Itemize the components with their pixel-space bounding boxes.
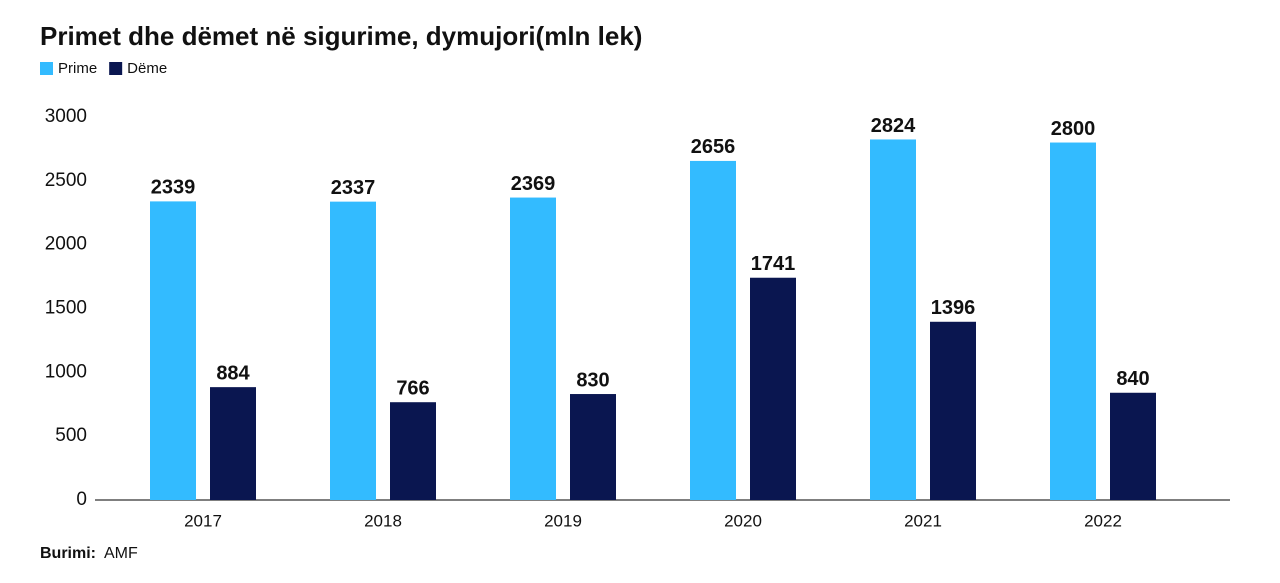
bar — [1050, 142, 1096, 501]
bar — [210, 387, 256, 500]
bar — [510, 197, 556, 500]
legend-label: Dëme — [127, 60, 167, 77]
bar — [930, 321, 976, 500]
legend-swatch — [109, 62, 123, 75]
x-tick-label: 2018 — [364, 511, 402, 530]
bar — [570, 394, 616, 500]
bar — [150, 201, 196, 500]
bar — [1110, 392, 1156, 500]
bar — [750, 277, 796, 500]
data-label: 2369 — [511, 173, 556, 195]
chart-title: Primet dhe dëmet në sigurime, dymujori(m… — [40, 21, 642, 51]
y-tick-label: 1000 — [45, 361, 87, 382]
data-label: 2800 — [1051, 118, 1096, 140]
y-tick-label: 1500 — [45, 298, 87, 319]
bar — [870, 139, 916, 500]
legend-swatch — [40, 62, 53, 75]
x-tick-label: 2019 — [544, 511, 582, 530]
bar — [330, 201, 376, 500]
data-label: 2337 — [331, 177, 376, 199]
x-tick-label: 2021 — [904, 511, 942, 530]
data-label: 1396 — [931, 297, 976, 319]
data-label: 884 — [216, 362, 250, 384]
x-tick-label: 2020 — [724, 511, 762, 530]
x-tick-label: 2017 — [184, 511, 222, 530]
data-label: 1741 — [751, 253, 796, 275]
data-label: 2656 — [691, 136, 736, 158]
data-label: 2824 — [871, 115, 916, 137]
x-tick-label: 2022 — [1084, 511, 1122, 530]
data-label: 2339 — [151, 177, 196, 199]
data-label: 830 — [576, 369, 609, 391]
data-label: 766 — [396, 377, 429, 399]
y-tick-label: 2500 — [45, 170, 87, 191]
y-tick-label: 3000 — [45, 106, 87, 127]
y-tick-label: 2000 — [45, 234, 87, 255]
data-label: 840 — [1116, 368, 1149, 390]
source: AMF — [104, 545, 138, 562]
y-tick-label: 500 — [55, 425, 87, 446]
y-tick-label: 0 — [76, 489, 87, 510]
bar — [690, 160, 736, 500]
source-label: Burimi: — [40, 545, 96, 562]
legend-label: Prime — [58, 60, 97, 77]
bar — [390, 402, 436, 500]
